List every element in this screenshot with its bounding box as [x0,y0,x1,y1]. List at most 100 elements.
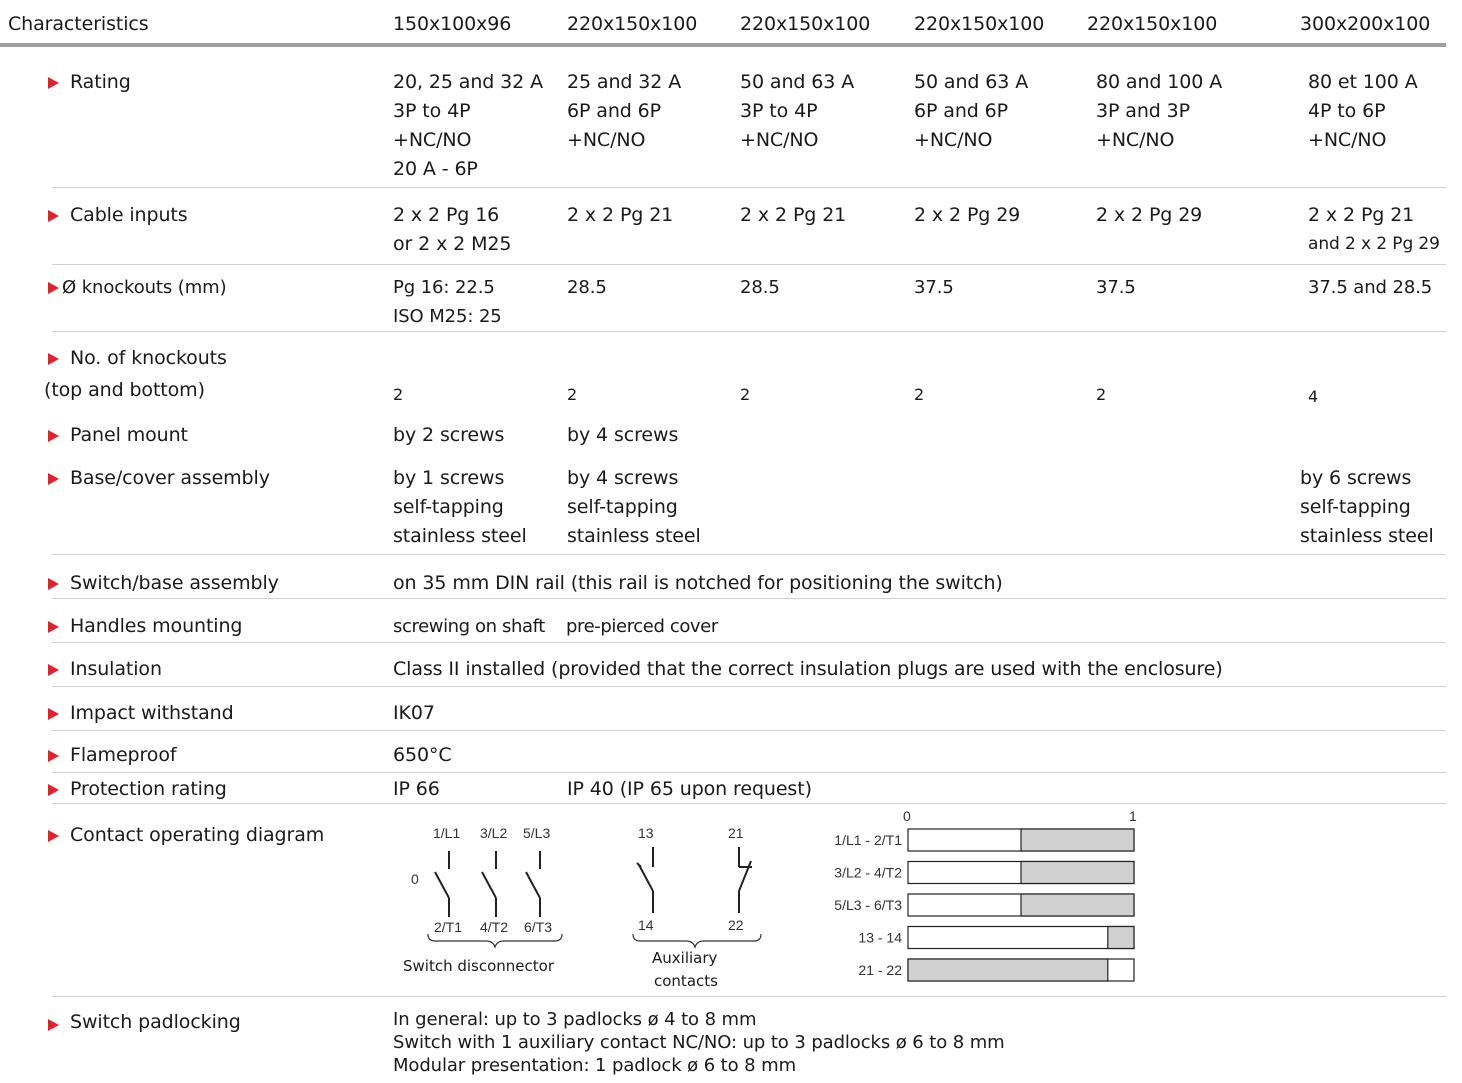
timing-scale-end: 1 [1129,808,1137,824]
row-label-contact-diagram: Contact operating diagram [70,824,325,846]
row-label-handles: Handles mounting [70,615,243,637]
switch-state-label: 0 [411,871,419,887]
row-label-insulation: Insulation [70,658,162,680]
handles-value-2: pre-pierced cover [566,616,718,637]
header-col-1: 150x100x96 [393,13,512,35]
row-divider [52,598,1446,599]
row-label-padlocking: Switch padlocking [70,1011,241,1033]
brace-icon [427,933,563,949]
knockouts-count-cell-5: 2 [1096,385,1107,404]
timing-bar-closed-segment [1020,893,1135,917]
terminal-top: 3/L2 [480,825,507,841]
timing-bar [907,925,1135,950]
row-divider [52,803,1446,804]
bullet-arrow-icon [48,77,59,89]
row-divider [52,642,1446,643]
bullet-arrow-icon [48,708,59,720]
brace-icon [632,933,762,949]
bullet-arrow-icon [48,1019,59,1031]
handles-value-1: screwing on shaft [393,616,545,637]
rating-cell-2: 25 and 32 A 6P and 6P +NC/NO [567,71,682,151]
bullet-arrow-icon [48,578,59,590]
knockouts-count-cell-2: 2 [567,385,578,404]
aux-nc-contact-icon [738,860,752,892]
row-divider [52,686,1446,687]
knockouts-count-cell-4: 2 [914,385,925,404]
row-label-knockouts-count-sub: (top and bottom) [44,379,205,401]
bullet-arrow-icon [48,830,59,842]
protection-value-2: IP 40 (IP 65 upon request) [567,778,812,800]
row-label-impact: Impact withstand [70,702,234,724]
knockouts-diameter-cell-4: 37.5 [914,277,954,298]
impact-value: IK07 [393,702,435,724]
panel-mount-cell-1: by 2 screws [393,424,505,446]
row-label-knockouts-count: No. of knockouts [70,347,227,369]
timing-bar-label: 1/L1 - 2/T1 [834,832,902,848]
auxiliary-contacts-schematic: 13 21 14 22 Auxiliary contacts [632,825,762,990]
aux-caption: Auxiliary [652,949,718,967]
aux-terminal-bottom: 22 [728,917,744,933]
aux-terminal-bottom: 14 [638,917,654,933]
timing-bar-label: 5/L3 - 6/T3 [834,897,902,913]
aux-no-contact-icon [638,864,654,892]
row-divider [52,730,1446,731]
row-divider [52,187,1446,188]
rating-cell-6: 80 et 100 A 4P to 6P +NC/NO [1308,71,1418,151]
row-divider [52,554,1446,555]
row-divider [52,264,1446,265]
padlocking-values: In general: up to 3 padlocks ø 4 to 8 mm… [393,1009,1005,1076]
rating-cell-3: 50 and 63 A 3P to 4P +NC/NO [740,71,855,151]
row-label-flameproof: Flameproof [70,744,177,766]
protection-value-1: IP 66 [393,778,440,800]
header-col-3: 220x150x100 [740,13,871,35]
switch-contact-icon [434,871,450,899]
terminal-bottom: 4/T2 [480,919,508,935]
header-rule [0,43,1446,47]
knockouts-diameter-cell-5: 37.5 [1096,277,1136,298]
contact-timing-chart: 0 1 1/L1 - 2/T1 3/L2 - 4/T2 5/L3 - 6/T3 13 … [834,808,1137,982]
timing-scale-start: 0 [903,808,911,824]
row-divider [52,331,1446,332]
bullet-arrow-icon [48,784,59,796]
cable-inputs-cell-1: 2 x 2 Pg 16 or 2 x 2 M25 [393,204,512,255]
row-label-cable-inputs: Cable inputs [70,204,188,226]
cable-inputs-cell-2: 2 x 2 Pg 21 [567,204,674,226]
knockouts-diameter-cell-2: 28.5 [567,277,607,298]
knockouts-count-cell-6: 4 [1308,387,1319,406]
rating-cell-5: 80 and 100 A 3P and 3P +NC/NO [1096,71,1223,151]
flameproof-value: 650°C [393,744,452,766]
contact-operating-diagram: 0 1/L1 3/L2 5/L3 2/T1 4/T2 6/T3 Switch d… [403,808,1137,990]
header-col-5: 220x150x100 [1087,13,1218,35]
bullet-arrow-icon [48,353,59,365]
rating-cell-4: 50 and 63 A 6P and 6P +NC/NO [914,71,1029,151]
header-col-6: 300x200x100 [1300,13,1431,35]
aux-terminal-top: 13 [638,825,654,841]
timing-bar-closed-segment [1107,925,1135,950]
terminal-bottom: 6/T3 [524,919,552,935]
bullet-arrow-icon [48,282,59,294]
base-cover-cell-6: by 6 screws self-tapping stainless steel [1300,467,1434,547]
row-label-switch-base: Switch/base assembly [70,572,279,594]
bullet-arrow-icon [48,430,59,442]
bullet-arrow-icon [48,664,59,676]
bullet-arrow-icon [48,473,59,485]
bullet-arrow-icon [48,210,59,222]
base-cover-cell-2: by 4 screws self-tapping stainless steel [567,467,701,547]
timing-bar-closed-segment [1020,860,1135,885]
row-label-rating: Rating [70,71,131,93]
terminal-bottom: 2/T1 [434,919,462,935]
knockouts-diameter-cell-6: 37.5 and 28.5 [1308,277,1433,298]
row-label-panel-mount: Panel mount [70,424,188,446]
cable-inputs-cell-6: 2 x 2 Pg 21 and 2 x 2 Pg 29 [1308,204,1440,254]
aux-caption: contacts [654,972,718,990]
bullet-arrow-icon [48,750,59,762]
rating-cell-1: 20, 25 and 32 A 3P to 4P +NC/NO 20 A - 6… [393,71,543,180]
insulation-value: Class II installed (provided that the co… [393,658,1223,680]
knockouts-count-cell-3: 2 [740,385,751,404]
base-cover-cell-1: by 1 screws self-tapping stainless steel [393,467,527,547]
timing-bar-closed-segment [907,958,1109,982]
cable-inputs-cell-5: 2 x 2 Pg 29 [1096,204,1203,226]
row-divider [52,996,1446,997]
timing-bar-label: 13 - 14 [858,930,902,946]
aux-terminal-top: 21 [728,825,744,841]
